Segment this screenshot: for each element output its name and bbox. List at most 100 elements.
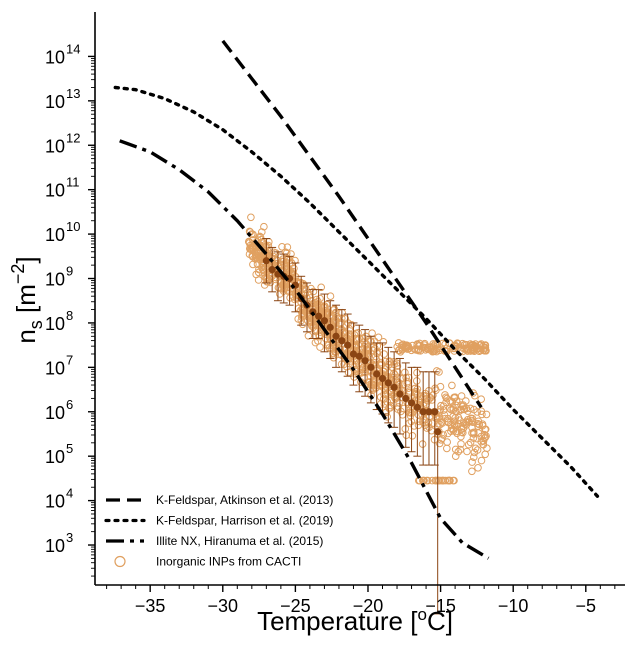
y-tick-label: 10 — [45, 403, 65, 423]
y-tick-label: 10 — [45, 181, 65, 201]
scatter-point — [457, 440, 465, 448]
scatter-point — [474, 419, 482, 428]
scatter-point — [402, 431, 411, 440]
x-tick-label: −35 — [135, 596, 166, 616]
mean-point — [268, 266, 276, 274]
scatter-point — [433, 344, 442, 352]
scatter-point — [424, 476, 432, 485]
mean-point — [320, 317, 329, 325]
scatter-point — [457, 428, 466, 436]
mean-point — [367, 363, 375, 371]
scatter-point — [456, 405, 465, 414]
scatter-point — [316, 343, 324, 351]
scatter-point — [281, 248, 290, 256]
scatter-point — [311, 338, 320, 347]
y-tick-label: 10 — [45, 270, 65, 290]
scatter-point — [347, 321, 356, 329]
scatter-point — [380, 390, 388, 399]
scatter-point — [330, 316, 339, 324]
scatter-point — [252, 253, 261, 261]
scatter-point — [439, 476, 447, 485]
scatter-point — [440, 411, 449, 419]
scatter-point — [316, 328, 325, 336]
legend-label: Inorganic INPs from CACTI — [156, 555, 301, 569]
scatter-point — [344, 368, 353, 377]
scatter-point — [340, 328, 348, 337]
scatter-point — [247, 213, 255, 222]
scatter-point — [322, 308, 331, 317]
scatter-point — [470, 391, 479, 400]
scatter-point — [447, 420, 455, 429]
mean-point — [407, 399, 416, 407]
scatter-point — [385, 361, 393, 369]
scatter-point — [444, 429, 452, 438]
scatter-point — [442, 398, 450, 407]
scatter-point — [377, 382, 386, 391]
scatter-point — [439, 431, 448, 439]
mean-point — [349, 350, 358, 358]
mean-point — [338, 337, 346, 345]
scatter-point — [477, 437, 486, 446]
scatter-point — [477, 456, 486, 465]
y-tick-exponent: 13 — [66, 86, 80, 101]
legend-label: K-Feldspar, Atkinson et al. (2013) — [156, 493, 333, 507]
scatter-point — [452, 397, 461, 406]
scatter-point — [429, 345, 438, 354]
scatter-point — [469, 434, 478, 442]
mean-point — [373, 370, 381, 378]
scatter-point — [445, 404, 454, 413]
scatter-point — [330, 305, 339, 314]
legend: K-Feldspar, Atkinson et al. (2013) K-Feld… — [104, 493, 333, 569]
mean-point — [390, 383, 398, 391]
scatter-point — [473, 344, 482, 352]
mean-point — [361, 357, 369, 365]
scatter-point — [420, 416, 429, 424]
x-tick-label: −30 — [208, 596, 239, 616]
scatter-point — [470, 453, 478, 462]
scatter-point — [394, 403, 403, 411]
scatter-point — [441, 476, 450, 485]
scatter-point — [438, 419, 447, 427]
x-tick-label: −15 — [425, 596, 456, 616]
mean-point — [285, 274, 294, 283]
scatter-point — [462, 421, 471, 429]
scatter-point — [462, 418, 470, 426]
scatter-point — [433, 367, 441, 375]
scatter-point — [475, 420, 484, 429]
scatter-point — [304, 332, 313, 340]
scatter-point — [255, 265, 263, 274]
scatter-point — [361, 340, 370, 349]
scatter-point — [468, 458, 476, 466]
scatter-point — [245, 238, 253, 246]
y-tick-label: 10 — [45, 447, 65, 467]
scatter-point — [437, 344, 446, 353]
scatter-point — [368, 329, 376, 338]
y-tick-exponent: 7 — [66, 352, 73, 367]
mean-point — [384, 379, 392, 387]
mean-point — [425, 408, 433, 416]
scatter-point — [443, 444, 451, 453]
legend-label: K-Feldspar, Harrison et al. (2019) — [156, 514, 333, 528]
scatter-point — [371, 352, 380, 361]
x-tick-label: −20 — [353, 596, 384, 616]
scatter-point — [449, 412, 457, 421]
y-tick-exponent: 5 — [66, 441, 73, 456]
scatter-point — [457, 392, 466, 400]
scatter-point — [278, 243, 286, 251]
legend-marker — [114, 555, 126, 568]
y-tick-label: 10 — [45, 136, 65, 156]
scatter-point — [449, 425, 457, 434]
scatter-point — [403, 342, 411, 350]
scatter-point — [366, 336, 375, 345]
scatter-point — [315, 332, 324, 341]
scatter-point — [454, 447, 463, 456]
scatter-point — [447, 405, 456, 414]
scatter-point — [457, 432, 465, 441]
scatter-point — [281, 263, 290, 271]
scatter-point — [423, 394, 431, 403]
scatter-point — [468, 467, 476, 476]
y-tick-label: 10 — [45, 536, 65, 556]
scatter-point — [377, 358, 385, 367]
scatter-point — [298, 310, 307, 319]
x-tick-label: −5 — [576, 596, 597, 616]
